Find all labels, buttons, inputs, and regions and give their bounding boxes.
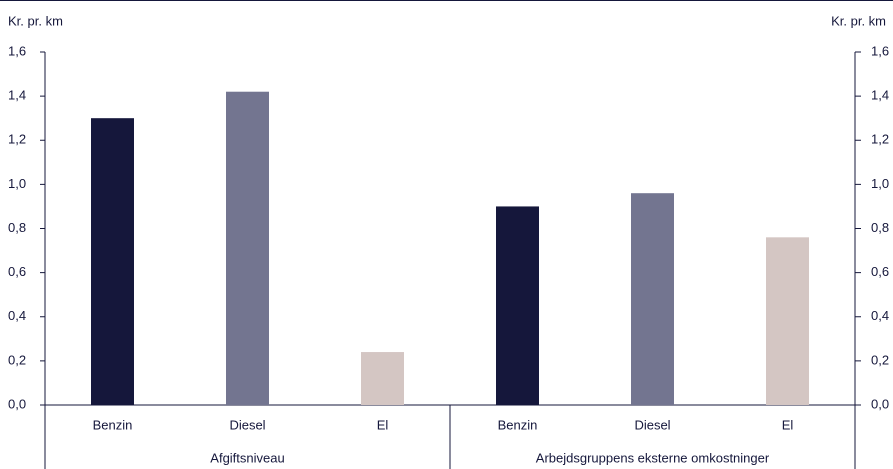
y-tick-label: 0,0 xyxy=(8,396,26,411)
y2-tick-label: 1,2 xyxy=(871,132,889,147)
y2-tick-label: 0,6 xyxy=(871,264,889,279)
y2-tick-label: 1,0 xyxy=(871,176,889,191)
y2-axis-label: Kr. pr. km xyxy=(831,13,886,28)
y-tick-label: 1,2 xyxy=(8,132,26,147)
bar xyxy=(496,206,539,405)
y2-tick-label: 0,8 xyxy=(871,220,889,235)
y2-tick-label: 0,4 xyxy=(871,308,889,323)
bar xyxy=(631,193,674,405)
bar xyxy=(226,91,269,406)
y2-tick-label: 0,2 xyxy=(871,352,889,367)
x-tick-label: Benzin xyxy=(498,417,538,432)
bar xyxy=(91,118,134,405)
y-axis-label: Kr. pr. km xyxy=(8,13,63,28)
y-tick-label: 1,6 xyxy=(8,43,26,58)
y2-tick-label: 1,4 xyxy=(871,88,889,103)
y2-tick-label: 0,0 xyxy=(871,396,889,411)
x-tick-label: Benzin xyxy=(93,417,133,432)
y-tick-label: 0,4 xyxy=(8,308,26,323)
y2-tick-label: 1,6 xyxy=(871,43,889,58)
y-tick-label: 0,8 xyxy=(8,220,26,235)
x-tick-label: Diesel xyxy=(634,417,670,432)
group-label: Arbejdsgruppens eksterne omkostninger xyxy=(536,450,770,465)
y-tick-label: 0,2 xyxy=(8,352,26,367)
y-tick-label: 1,4 xyxy=(8,88,26,103)
x-tick-label: Diesel xyxy=(229,417,265,432)
bar xyxy=(766,237,809,405)
bar xyxy=(361,352,404,405)
y-tick-label: 1,0 xyxy=(8,176,26,191)
group-label: Afgiftsniveau xyxy=(210,450,284,465)
x-tick-label: El xyxy=(782,417,794,432)
x-tick-label: El xyxy=(377,417,389,432)
y-tick-label: 0,6 xyxy=(8,264,26,279)
